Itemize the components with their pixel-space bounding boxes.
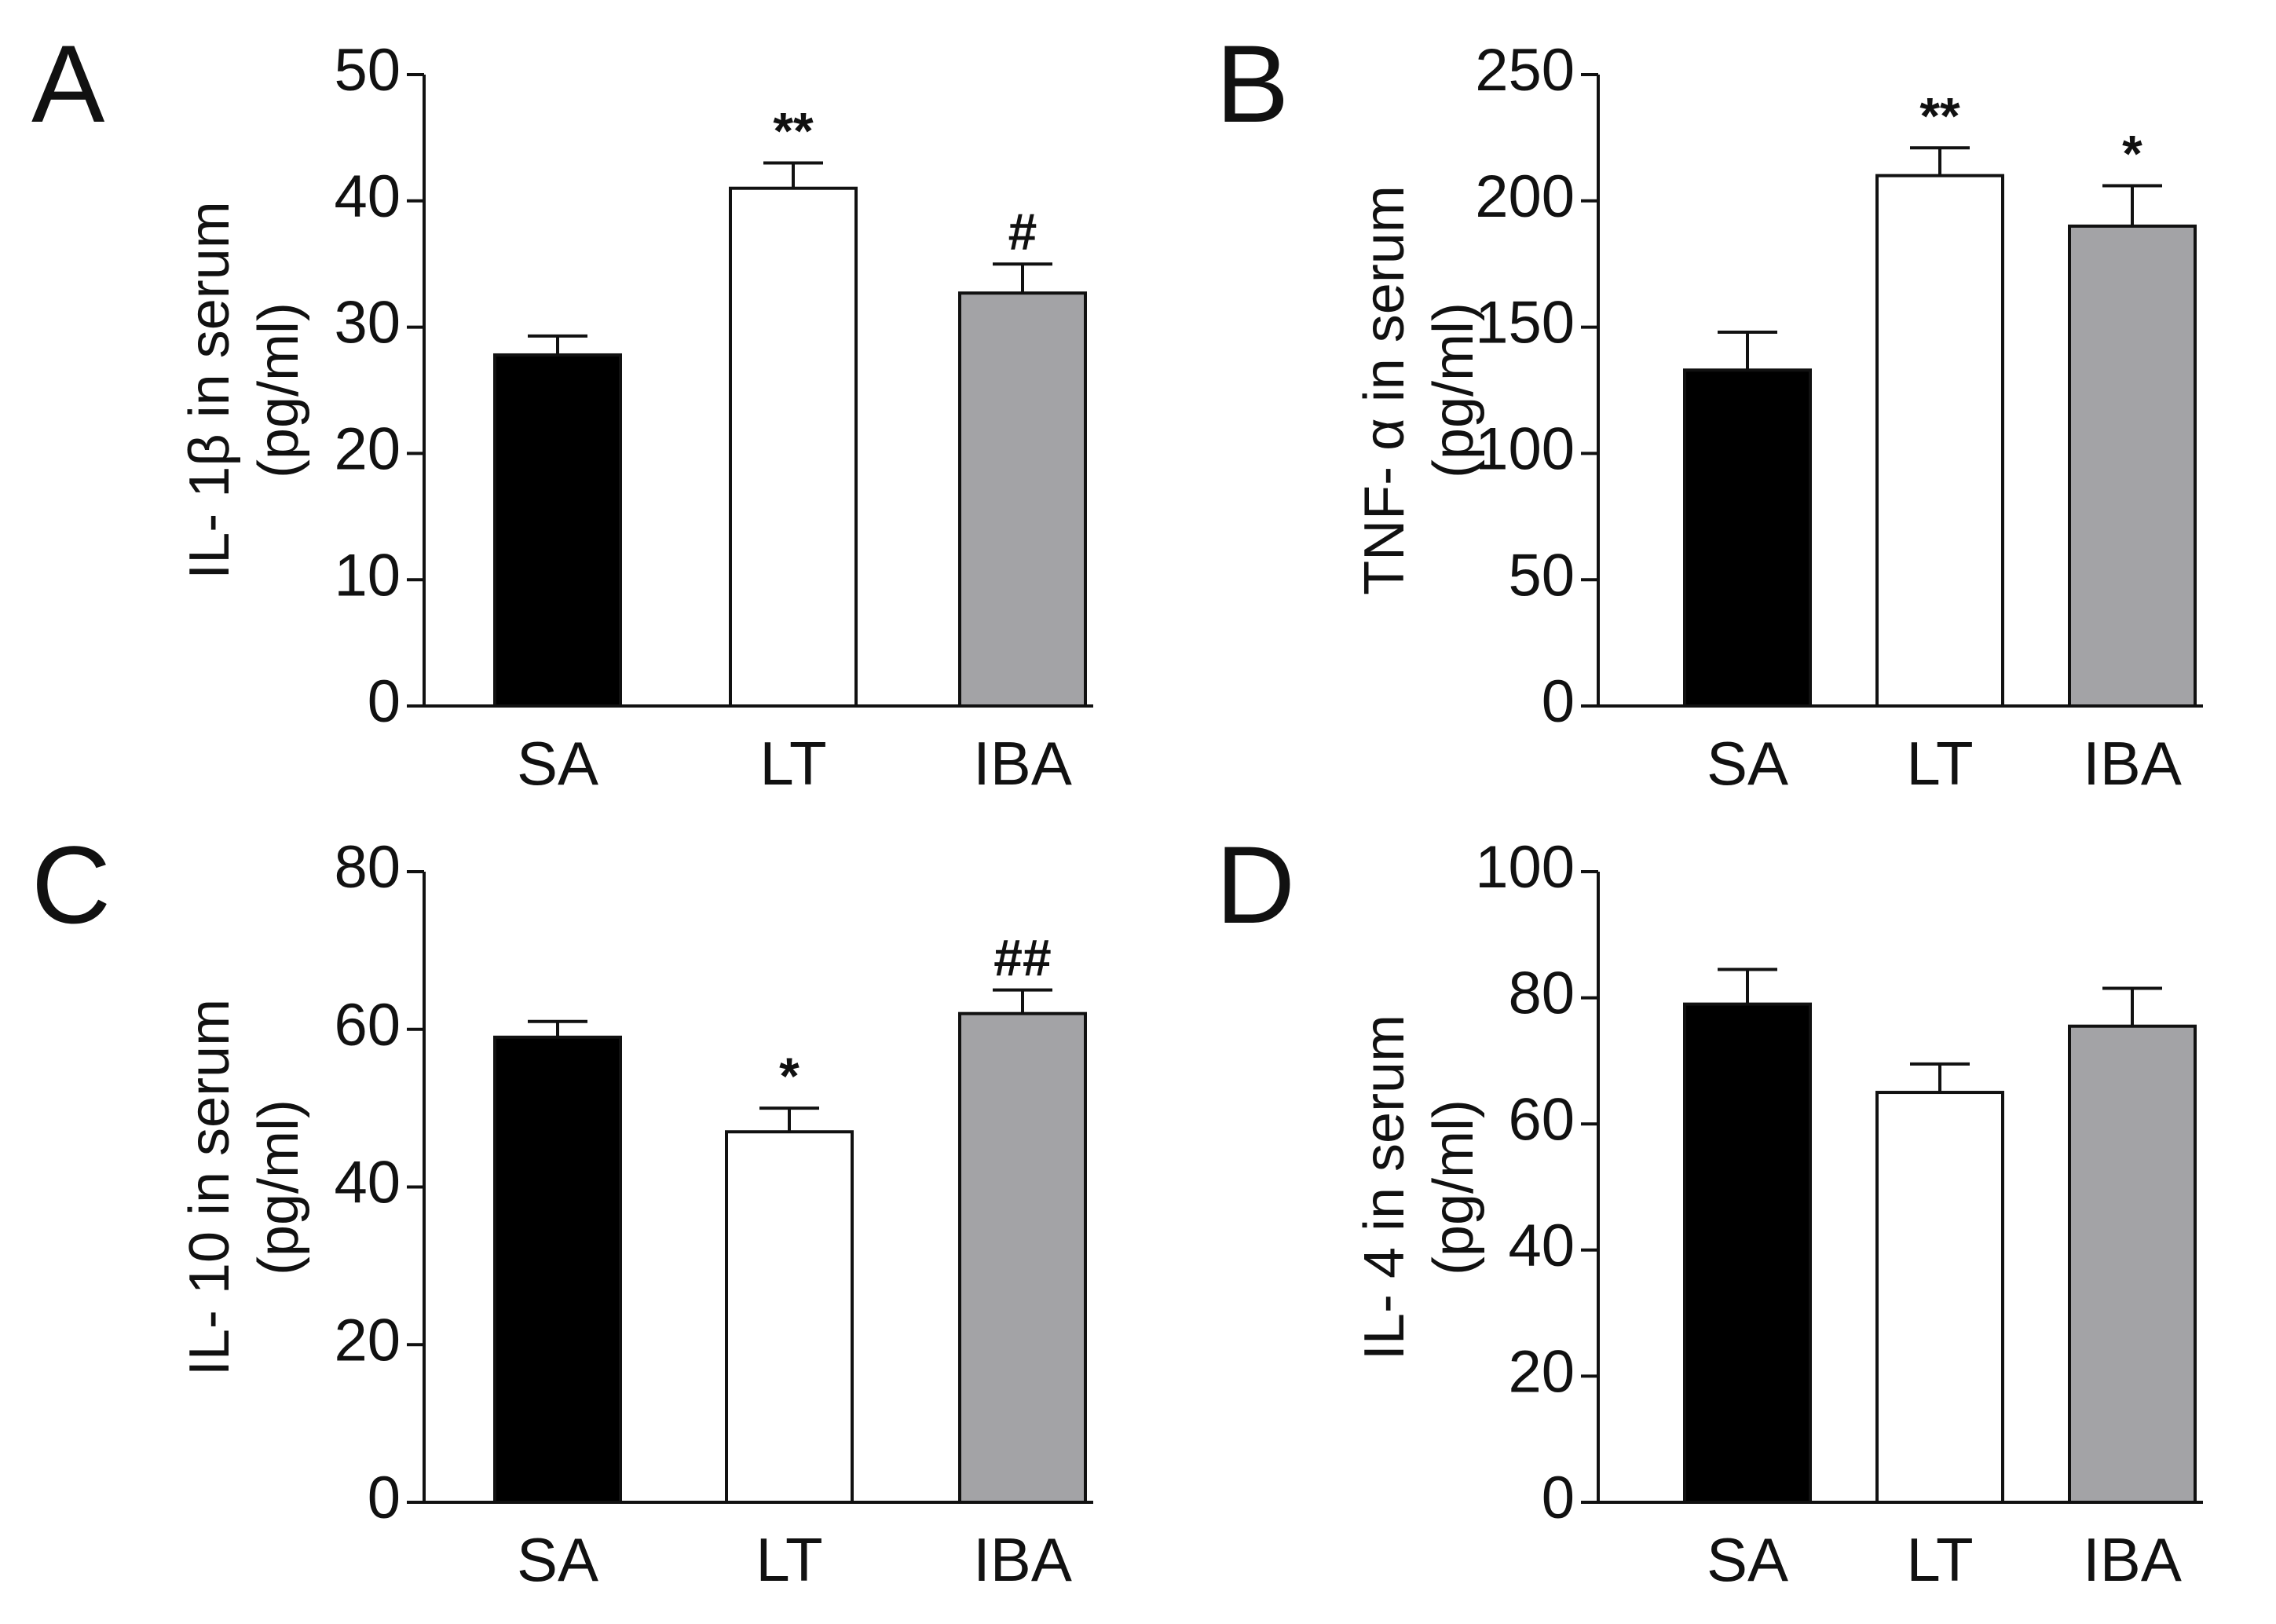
panel-a-bar-lt [729, 186, 858, 708]
panel-c-x-tick-label-iba: IBA [973, 1525, 1072, 1594]
panel-c-y-axis-title-line-1: IL- 10 in serum [178, 999, 241, 1376]
panel-c-y-tick-label-60: 60 [334, 992, 401, 1059]
panel-d-y-tick-label-40: 40 [1508, 1213, 1575, 1279]
panel-d-bar-iba [2068, 1024, 2197, 1504]
panel-a-significance-lt: ** [773, 102, 814, 160]
panel-a-y-tick-label-10: 10 [334, 542, 401, 609]
panel-c-bar-sa [493, 1035, 622, 1504]
panel-c-letter: C [31, 823, 111, 946]
panel-c-chart: C IL- 10 in serum (pg/ml) SA * LT ## IBA 0 20 40 60… [31, 823, 1093, 1594]
panel-c-y-tick-label-40: 40 [334, 1150, 401, 1216]
panel-a-significance-iba: # [1008, 203, 1037, 261]
panel-a-y-tick-label-20: 20 [334, 415, 401, 482]
panel-b-bar-iba [2068, 224, 2197, 708]
panel-a-bar-sa [493, 353, 622, 708]
panel-d-bar-lt [1875, 1091, 2004, 1505]
panel-b-bar-sa [1683, 368, 1812, 708]
panel-d-x-tick-label-iba: IBA [2083, 1525, 2182, 1594]
panel-a-x-tick-label-lt: LT [759, 729, 826, 798]
panel-a-y-tick-label-30: 30 [334, 290, 401, 357]
panel-d-y-tick-label-100: 100 [1475, 834, 1575, 901]
panel-a-y-tick-label-0: 0 [368, 668, 401, 735]
panel-b-significance-iba: * [2122, 125, 2142, 183]
panel-a-x-tick-label-sa: SA [517, 729, 598, 798]
panel-c-bar-lt [725, 1130, 854, 1505]
panel-c-x-tick-label-lt: LT [756, 1525, 822, 1594]
panel-c-y-tick-label-0: 0 [368, 1465, 401, 1531]
panel-d-letter: D [1216, 823, 1295, 946]
panel-a-x-tick-label-iba: IBA [973, 729, 1072, 798]
panel-d-y-tick-label-0: 0 [1542, 1465, 1575, 1531]
panel-b-bar-lt [1875, 174, 2004, 708]
panel-c-significance-lt: * [779, 1047, 800, 1105]
panel-a-letter: A [31, 22, 105, 145]
panel-b-significance-lt: ** [1919, 86, 1960, 144]
panel-d-y-tick-label-80: 80 [1508, 960, 1575, 1027]
panel-c-x-tick-label-sa: SA [517, 1525, 598, 1594]
panel-b-y-axis-title-line-1: TNF- α in serum [1353, 185, 1416, 595]
panel-b-y-axis-title-line-2: (pg/ml) [1422, 302, 1485, 478]
panel-b-x-tick-label-sa: SA [1707, 729, 1788, 798]
panel-d-y-tick-label-20: 20 [1508, 1338, 1575, 1405]
panel-b-y-tick-label-50: 50 [1508, 542, 1575, 609]
panel-d-y-axis-title-line-2: (pg/ml) [1422, 1099, 1485, 1275]
panel-d-bar-sa [1683, 1002, 1812, 1504]
panel-b-chart: B TNF- α in serum (pg/ml) SA ** LT * IBA 0 50 100 1… [1216, 22, 2203, 798]
panel-d-y-tick-label-60: 60 [1508, 1086, 1575, 1153]
panel-d-y-axis-title-line-1: IL- 4 in serum [1353, 1015, 1416, 1360]
panel-b-letter: B [1216, 22, 1289, 145]
panel-c-bar-iba [958, 1011, 1087, 1505]
panel-a-bar-iba [958, 291, 1087, 708]
panel-b-y-tick-label-0: 0 [1542, 668, 1575, 735]
panel-a-y-axis-title-line-1: IL- 1β in serum [178, 201, 241, 580]
panel-b-y-tick-label-200: 200 [1475, 163, 1575, 230]
panel-a-y-tick-label-50: 50 [334, 37, 401, 104]
panel-d-x-tick-label-sa: SA [1707, 1525, 1788, 1594]
panel-b-x-tick-label-iba: IBA [2083, 729, 2182, 798]
panel-b-y-tick-label-100: 100 [1475, 415, 1575, 482]
panel-a-y-tick-label-40: 40 [334, 163, 401, 230]
panel-b-y-tick-label-250: 250 [1475, 37, 1575, 104]
panel-c-y-tick-label-80: 80 [334, 834, 401, 901]
panel-b-x-tick-label-lt: LT [1906, 729, 1973, 798]
panel-d-chart: D IL- 4 in serum (pg/ml) SA LT IBA 0 20 40 60 80 10… [1216, 823, 2203, 1594]
panel-c-significance-iba: ## [993, 929, 1051, 987]
panel-c-y-tick-label-20: 20 [334, 1307, 401, 1373]
panel-c-y-axis-title-line-2: (pg/ml) [247, 1099, 310, 1275]
panel-d-x-tick-label-lt: LT [1906, 1525, 1973, 1594]
panel-b-y-tick-label-150: 150 [1475, 290, 1575, 357]
panel-a-y-axis-title-line-2: (pg/ml) [247, 302, 310, 478]
panel-a-chart: A IL- 1β in serum (pg/ml) SA ** LT # IBA 0 10 20 30… [31, 22, 1093, 798]
